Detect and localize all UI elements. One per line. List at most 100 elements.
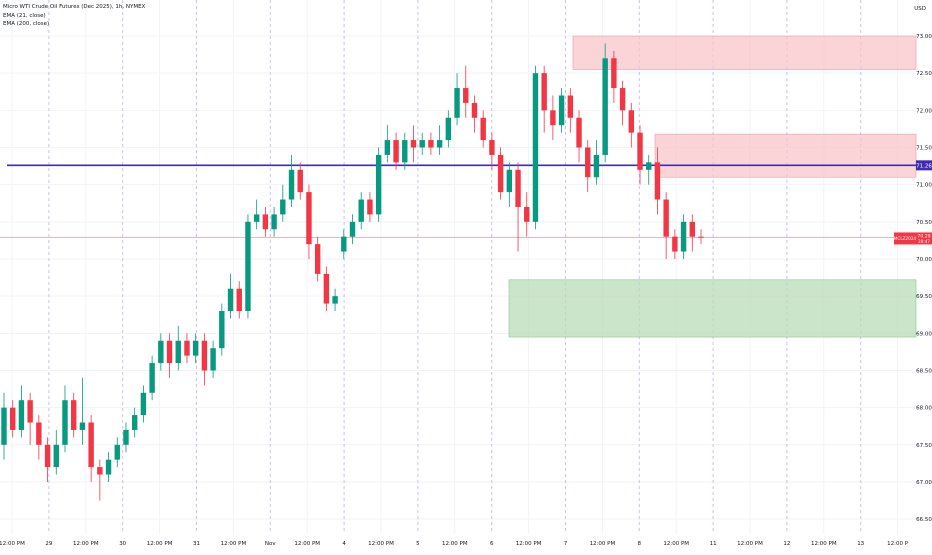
candle-down — [611, 50, 617, 103]
x-tick-label: 12:00 PM — [147, 541, 173, 547]
legend-ema21[interactable]: EMA (21, close) — [3, 12, 46, 19]
candle-body — [576, 117, 582, 148]
candle-body — [44, 444, 51, 468]
candle-body — [663, 199, 669, 237]
candle-body — [253, 214, 260, 222]
candle-body — [184, 340, 190, 356]
candle-up — [1, 392, 7, 460]
resistance-zone — [572, 35, 917, 70]
candle-up — [402, 132, 408, 170]
countdown-label: 28:47 — [918, 239, 930, 244]
y-tick-label: 70.00 — [916, 257, 932, 263]
x-tick-label: 12:00 P — [887, 541, 909, 547]
candle-body — [619, 88, 626, 111]
x-tick-label: 5 — [416, 541, 420, 547]
grid — [0, 0, 916, 534]
candle-body — [689, 221, 695, 237]
candle-down — [323, 266, 330, 312]
candle-body — [358, 199, 364, 222]
y-tick-label: 73.00 — [916, 34, 932, 40]
x-tick-label: 12:00 PM — [663, 541, 689, 547]
candle-up — [114, 437, 120, 468]
support-zone — [508, 279, 917, 338]
candle-down — [567, 88, 574, 133]
candle-down — [428, 132, 434, 155]
candle-up — [62, 385, 68, 453]
candle-body — [166, 340, 173, 364]
candle-body — [1, 407, 7, 445]
candle-down — [576, 110, 582, 163]
candle-body — [541, 73, 547, 111]
candle-body — [36, 422, 42, 445]
zones — [508, 35, 917, 338]
candle-down — [550, 95, 556, 141]
candle-body — [367, 199, 373, 215]
candle-body — [192, 340, 199, 356]
candle-body — [489, 140, 495, 155]
candle-body — [428, 140, 434, 148]
symbol-label: MCLZ2024 — [894, 236, 917, 241]
candle-body — [497, 154, 504, 193]
candle-up — [384, 125, 391, 163]
candle-up — [332, 288, 338, 312]
candle-up — [192, 333, 199, 364]
candle-body — [341, 236, 347, 252]
candle-down — [306, 184, 312, 259]
candle-body — [480, 117, 486, 141]
candle-up — [680, 214, 687, 259]
candle-body — [445, 117, 452, 141]
candle-down — [88, 415, 94, 482]
candle-up — [646, 154, 652, 185]
candle-up — [593, 140, 600, 185]
candle-body — [131, 415, 138, 430]
candle-body — [245, 221, 251, 312]
x-tick-label: 31 — [193, 541, 200, 547]
candle-up — [131, 407, 138, 438]
candle-down — [654, 147, 661, 215]
x-tick-label: 12:00 PM — [221, 541, 247, 547]
resistance-zone — [654, 133, 917, 178]
y-tick-label: 67.00 — [916, 480, 932, 486]
candle-down — [410, 125, 417, 163]
candle-up — [175, 325, 181, 371]
candle-up — [341, 229, 347, 259]
candle-body — [210, 348, 216, 371]
candle-body — [323, 273, 330, 304]
x-tick-label: 12 — [783, 541, 790, 547]
candle-up — [123, 422, 129, 453]
x-tick-label: 4 — [342, 541, 346, 547]
candle-down — [585, 140, 591, 193]
candle-down — [471, 95, 478, 133]
candle-down — [515, 162, 521, 252]
x-tick-label: 13 — [857, 541, 864, 547]
candle-down — [497, 147, 504, 200]
candle-body — [105, 459, 112, 475]
candle-up — [140, 385, 147, 423]
candle-up — [454, 73, 460, 126]
x-tick-label: 30 — [119, 541, 126, 547]
candle-body — [219, 311, 225, 349]
candle-up — [419, 132, 425, 155]
candle-down — [524, 192, 530, 237]
x-tick-label: 12:00 PM — [811, 541, 837, 547]
candle-up — [149, 355, 155, 401]
candle-down — [393, 132, 399, 170]
candle-body — [698, 236, 704, 238]
candle-down — [637, 125, 643, 185]
candle-down — [689, 214, 695, 252]
candles — [1, 43, 704, 501]
candle-body — [27, 400, 33, 423]
candle-up — [532, 65, 539, 230]
currency-label[interactable]: USD — [914, 6, 926, 12]
candle-up — [375, 147, 382, 222]
candle-body — [175, 340, 181, 364]
x-tick-label: 6 — [490, 541, 494, 547]
x-tick-label: 29 — [45, 541, 52, 547]
candle-body — [654, 162, 661, 200]
candle-up — [227, 273, 234, 319]
time-axis: 12:00 PM 29 12:00 PM 30 12:00 PM 31 12:00 PM No… — [0, 541, 909, 547]
legend-ema200[interactable]: EMA (200, close) — [3, 21, 50, 27]
candle-up — [253, 199, 260, 230]
